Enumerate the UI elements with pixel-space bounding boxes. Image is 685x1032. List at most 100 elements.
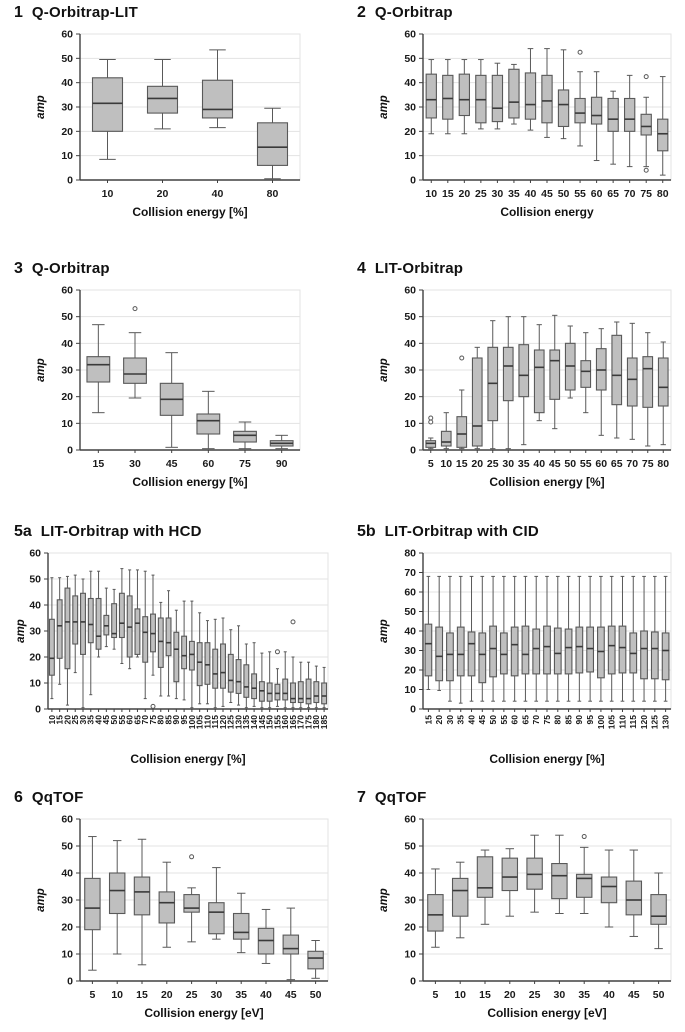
svg-text:170: 170: [296, 715, 306, 729]
svg-text:40: 40: [29, 600, 41, 612]
svg-text:30: 30: [445, 715, 455, 725]
panel-number: 4: [357, 260, 366, 277]
box-group: [201, 49, 234, 129]
svg-text:15: 15: [456, 458, 468, 470]
svg-text:60: 60: [202, 458, 214, 470]
box-group: [86, 324, 111, 414]
box-group: [243, 643, 250, 709]
box-group: [640, 575, 648, 702]
svg-text:75: 75: [148, 715, 158, 725]
box-group: [526, 834, 543, 913]
svg-text:115: 115: [210, 715, 220, 729]
box-group: [597, 575, 605, 702]
box-group: [72, 574, 79, 674]
svg-text:105: 105: [195, 715, 205, 729]
svg-text:Collision energy [eV]: Collision energy [eV]: [487, 1006, 606, 1020]
svg-text:40: 40: [404, 338, 416, 350]
svg-text:55: 55: [574, 188, 586, 200]
svg-text:50: 50: [404, 311, 416, 323]
panel-title: Q-Orbitrap: [374, 4, 453, 21]
boxplot-chart-7: 0 10 20 30 40 50 60 amp 5 10 15 20 25 30 35 40 45 50 Colli…: [378, 814, 672, 1020]
box-group: [551, 834, 568, 914]
box-group: [183, 854, 200, 943]
svg-text:20: 20: [404, 126, 416, 138]
box-group: [188, 600, 195, 709]
svg-text:110: 110: [617, 715, 627, 729]
box-group: [657, 341, 669, 446]
box-group: [134, 569, 141, 658]
panel-title: LIT-Orbitrap with CID: [384, 523, 539, 540]
svg-text:Collision energy [eV]: Collision energy [eV]: [144, 1006, 263, 1020]
box-group: [575, 575, 584, 702]
svg-text:Collision energy [%]: Collision energy [%]: [489, 752, 604, 766]
box-group: [456, 575, 465, 704]
box-group: [133, 838, 151, 966]
svg-text:5: 5: [89, 989, 95, 1001]
box-group: [442, 59, 454, 135]
svg-text:90: 90: [171, 715, 181, 725]
outlier-point: [132, 306, 138, 312]
box-group: [557, 49, 570, 140]
svg-text:180: 180: [311, 715, 321, 729]
box-group: [471, 346, 483, 450]
svg-text:65: 65: [611, 458, 623, 470]
svg-text:75: 75: [542, 715, 552, 725]
svg-text:30: 30: [61, 365, 73, 377]
svg-text:10: 10: [61, 418, 73, 430]
box-group: [305, 661, 312, 709]
svg-text:125: 125: [650, 715, 660, 729]
box-group: [212, 618, 219, 709]
svg-text:25: 25: [487, 458, 499, 470]
box-group: [502, 316, 514, 450]
box-group: [424, 575, 433, 690]
svg-text:0: 0: [35, 704, 41, 716]
svg-text:90: 90: [276, 458, 288, 470]
box-group: [181, 600, 188, 701]
svg-text:15: 15: [479, 989, 491, 1001]
svg-text:60: 60: [125, 715, 135, 725]
svg-text:30: 30: [78, 715, 88, 725]
svg-text:145: 145: [257, 715, 267, 729]
box-group: [232, 892, 250, 954]
box-group: [590, 71, 603, 162]
svg-text:Collision energy [%]: Collision energy [%]: [132, 475, 247, 489]
svg-text:90: 90: [574, 715, 584, 725]
box-group: [321, 666, 328, 709]
box-group: [233, 421, 257, 450]
svg-text:45: 45: [477, 715, 487, 725]
svg-text:40: 40: [603, 989, 615, 1001]
svg-text:30: 30: [29, 626, 41, 638]
panel-number: 1: [14, 4, 23, 21]
box-group: [564, 325, 576, 399]
box-group: [48, 577, 55, 700]
svg-text:25: 25: [475, 188, 487, 200]
svg-text:30: 30: [492, 188, 504, 200]
svg-text:40: 40: [466, 715, 476, 725]
panel-header: 4 LIT-Orbitrap: [357, 260, 685, 280]
box-group: [64, 575, 71, 706]
box-group: [586, 575, 595, 702]
svg-text:50: 50: [61, 53, 73, 65]
svg-text:20: 20: [29, 652, 41, 664]
svg-text:80: 80: [553, 715, 563, 725]
box-group: [235, 625, 242, 706]
box-group: [626, 322, 638, 440]
outlier-point: [428, 415, 434, 421]
svg-text:45: 45: [628, 989, 640, 1001]
outlier-point: [274, 649, 280, 655]
svg-text:35: 35: [508, 188, 520, 200]
box-group: [204, 620, 211, 705]
outlier-point: [577, 49, 583, 55]
svg-text:30: 30: [129, 458, 141, 470]
box-group: [524, 48, 537, 131]
svg-text:0: 0: [410, 976, 416, 988]
svg-text:10: 10: [111, 989, 123, 1001]
svg-text:40: 40: [404, 77, 416, 89]
outlier-point: [150, 703, 156, 709]
box-group: [489, 575, 497, 702]
svg-text:55: 55: [499, 715, 509, 725]
box-group: [549, 314, 561, 430]
box-group: [532, 575, 541, 702]
box-group: [111, 588, 118, 650]
